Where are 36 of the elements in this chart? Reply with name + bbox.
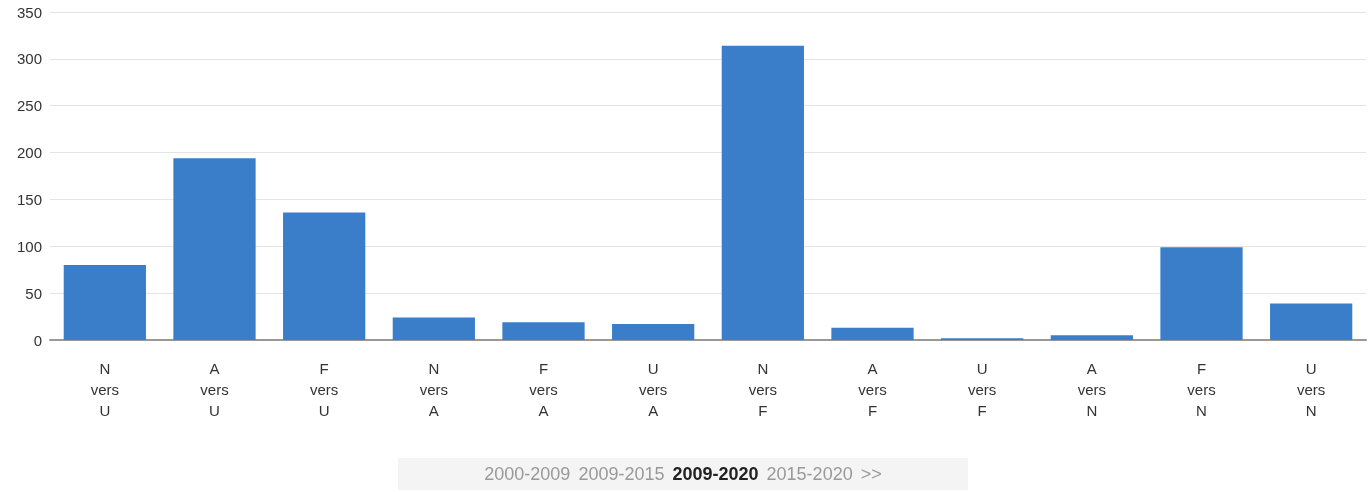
y-tick-label: 50	[25, 284, 42, 302]
x-tick-label: A vers F	[858, 360, 887, 419]
x-tick-label: U vers N	[1296, 360, 1326, 419]
text: 2009-2015	[578, 463, 665, 485]
x-tick-label: F vers N	[1187, 360, 1216, 419]
x-tick-label: N vers F	[748, 360, 778, 419]
bar	[612, 324, 695, 340]
x-tick-label: U vers A	[638, 360, 668, 419]
bar	[502, 322, 585, 340]
text: 2000-2009	[484, 463, 571, 485]
text: >>	[860, 463, 882, 485]
text: 2015-2020	[766, 463, 853, 485]
bar	[283, 212, 366, 340]
x-tick-label: N vers A	[419, 360, 449, 419]
y-tick-label: 0	[33, 331, 42, 349]
y-tick-label: 250	[16, 97, 42, 115]
x-tick-label: U vers F	[967, 360, 997, 419]
x-tick-label: A vers N	[1077, 360, 1107, 419]
y-tick-label: 350	[16, 3, 42, 21]
bar	[63, 265, 146, 340]
x-tick-label: N vers U	[90, 360, 120, 419]
bar	[831, 327, 914, 340]
bar	[392, 317, 475, 340]
y-tick-label: 100	[16, 237, 42, 255]
bar	[721, 45, 804, 340]
y-tick-label: 200	[16, 144, 42, 162]
x-tick-label: F vers A	[529, 360, 558, 419]
x-tick-label: A vers U	[200, 360, 229, 419]
bar	[173, 158, 256, 340]
x-tick-label: F vers U	[309, 360, 339, 419]
y-tick-label: 300	[16, 50, 42, 68]
y-tick-label: 150	[16, 190, 42, 208]
bar	[1270, 303, 1353, 340]
text: 2009-2020	[672, 463, 759, 485]
bar	[1160, 247, 1243, 340]
bar	[1050, 335, 1133, 340]
